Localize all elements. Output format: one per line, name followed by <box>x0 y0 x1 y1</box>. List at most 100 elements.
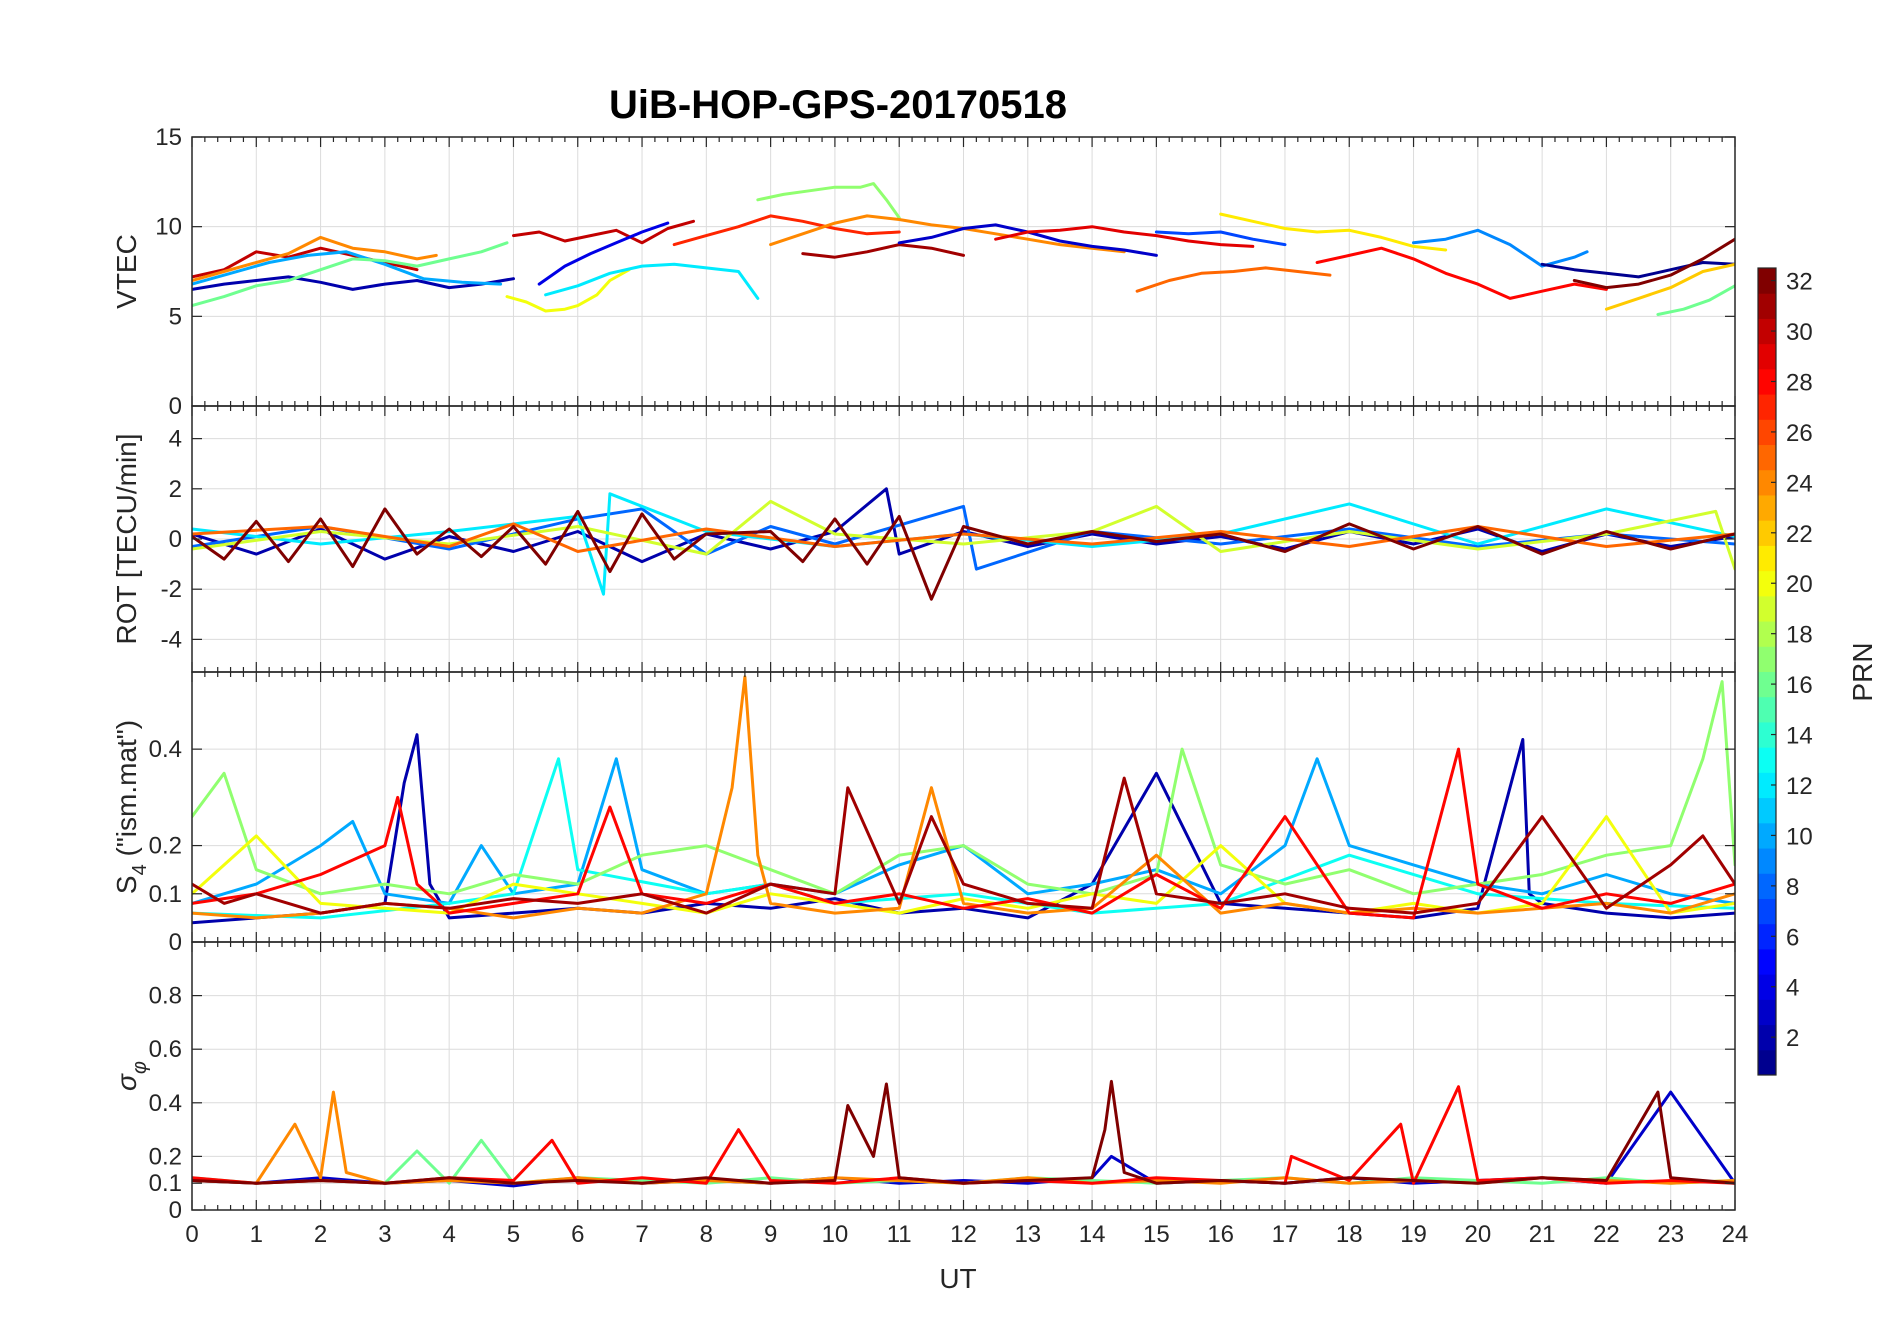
rot-y-tick-label: -2 <box>161 576 182 603</box>
colorbar-segment <box>1758 948 1776 975</box>
vtec-series-prn-27 <box>672 214 901 247</box>
vtec-series-prn-32 <box>1572 237 1735 290</box>
colorbar-segment <box>1758 444 1776 471</box>
colorbar-segment <box>1758 646 1776 672</box>
x-tick-label: 12 <box>950 1221 977 1248</box>
s4-series-prn-17 <box>192 680 1735 896</box>
colorbar-tick-label: 4 <box>1786 975 1799 1002</box>
sigma-y-tick-label: 0 <box>169 1197 182 1224</box>
colorbar-tick-label: 28 <box>1786 369 1813 396</box>
colorbar-tick-label: 2 <box>1786 1025 1799 1052</box>
colorbar-tick-label: 10 <box>1786 823 1813 850</box>
colorbar-segment <box>1758 747 1776 773</box>
x-tick-label: 21 <box>1529 1221 1556 1248</box>
x-tick-label: 5 <box>507 1221 520 1248</box>
vtec-series-prn-31 <box>801 243 965 259</box>
vtec-y-tick-label: 15 <box>155 124 182 151</box>
s4-y-tick-label: 0.4 <box>149 736 182 763</box>
colorbar-segment <box>1758 268 1776 294</box>
colorbar-tick-label: 30 <box>1786 319 1813 346</box>
colorbar-tick-label: 12 <box>1786 773 1813 800</box>
s4-series-prn-2 <box>192 733 1735 925</box>
sigma-y-axis-label: σφ <box>111 1061 151 1091</box>
rot-y-axis-label: ROT [TECU/min] <box>111 433 142 644</box>
colorbar-tick-label: 26 <box>1786 420 1813 447</box>
vtec-y-axis-label: VTEC <box>111 234 142 309</box>
sigma-series-group <box>192 1079 1735 1188</box>
vtec-series-prn-24 <box>769 214 1126 254</box>
colorbar-tick-label: 18 <box>1786 622 1813 649</box>
rot-series-prn-32 <box>192 507 1735 601</box>
x-tick-label: 24 <box>1722 1221 1749 1248</box>
vtec-series-prn-17 <box>756 182 901 220</box>
colorbar-segment <box>1758 999 1776 1026</box>
rot-series-group <box>192 487 1735 601</box>
x-tick-label: 11 <box>887 1221 912 1248</box>
colorbar-segment <box>1758 696 1776 723</box>
panel-s4: 0 0.1 0.2 0.4S4 ("ism.mat") <box>111 671 1736 956</box>
vtec-series-prn-24 <box>192 235 438 282</box>
x-tick-label: 10 <box>822 1221 849 1248</box>
colorbar-tick-label: 32 <box>1786 269 1813 296</box>
colorbar-segment <box>1758 394 1776 420</box>
vtec-y-tick-label: 10 <box>155 214 182 241</box>
colorbar-segment <box>1758 671 1776 698</box>
rot-y-tick-label: 0 <box>169 526 182 553</box>
vtec-series-group <box>192 182 1735 316</box>
colorbar-segment <box>1758 923 1776 950</box>
s4-series-prn-31 <box>192 776 1735 915</box>
vtec-y-tick-label: 0 <box>169 393 182 420</box>
rot-y-tick-label: 2 <box>169 476 182 503</box>
colorbar-segment <box>1758 1049 1776 1076</box>
vtec-series-prn-9 <box>1412 228 1589 268</box>
s4-series-prn-10 <box>192 757 1735 905</box>
s4-series-group <box>192 675 1735 925</box>
colorbar-segment <box>1758 343 1776 370</box>
rot-series-prn-25 <box>192 522 1735 553</box>
x-tick-label: 2 <box>314 1221 327 1248</box>
colorbar-tick-label: 20 <box>1786 571 1813 598</box>
x-tick-label: 13 <box>1014 1221 1041 1248</box>
sigma-y-tick-label: 0.6 <box>149 1036 182 1063</box>
x-tick-label: 19 <box>1400 1221 1427 1248</box>
x-tick-label: 18 <box>1336 1221 1363 1248</box>
colorbar-segment <box>1758 974 1776 1000</box>
colorbar-segment <box>1758 848 1776 874</box>
x-axis-label: UT <box>939 1263 976 1294</box>
x-tick-label: 22 <box>1593 1221 1620 1248</box>
panel-rot: -4 -2 0 2 4 ROT [TECU/min] <box>111 405 1736 673</box>
colorbar-segment <box>1758 621 1776 647</box>
colorbar-segment <box>1758 772 1776 799</box>
s4-series-prn-28 <box>192 747 1735 920</box>
colorbar-segment <box>1758 545 1776 572</box>
vtec-series-prn-2 <box>192 275 515 291</box>
x-tick-label: 23 <box>1657 1221 1684 1248</box>
x-tick-label: 3 <box>378 1221 391 1248</box>
colorbar-segment <box>1758 797 1776 824</box>
vtec-series-prn-20 <box>505 268 631 313</box>
colorbar-segment <box>1758 822 1776 849</box>
x-tick-label: 8 <box>700 1221 713 1248</box>
vtec-series-prn-16 <box>192 241 509 308</box>
colorbar-segment <box>1758 520 1776 546</box>
x-tick-label: 7 <box>635 1221 648 1248</box>
sigma-y-tick-label: 0.8 <box>149 983 182 1010</box>
panel-vtec: 0 5 10 15 VTEC <box>111 124 1736 420</box>
colorbar-segment <box>1758 873 1776 899</box>
vtec-series-prn-12 <box>544 262 760 300</box>
x-tick-label: 1 <box>250 1221 263 1248</box>
vtec-series-prn-16 <box>1656 284 1735 316</box>
s4-y-tick-label: 0.2 <box>149 833 182 860</box>
vtec-series-prn-21 <box>1219 212 1448 252</box>
colorbar-segment <box>1758 469 1776 496</box>
vtec-series-prn-22 <box>1604 262 1735 311</box>
colorbar-tick-label: 24 <box>1786 470 1813 497</box>
colorbar-tick-label: 16 <box>1786 672 1813 699</box>
colorbar-tick-label: 22 <box>1786 521 1813 548</box>
colorbar-segment <box>1758 570 1776 597</box>
rot-y-tick-label: 4 <box>169 426 182 453</box>
x-tick-label: 17 <box>1272 1221 1299 1248</box>
